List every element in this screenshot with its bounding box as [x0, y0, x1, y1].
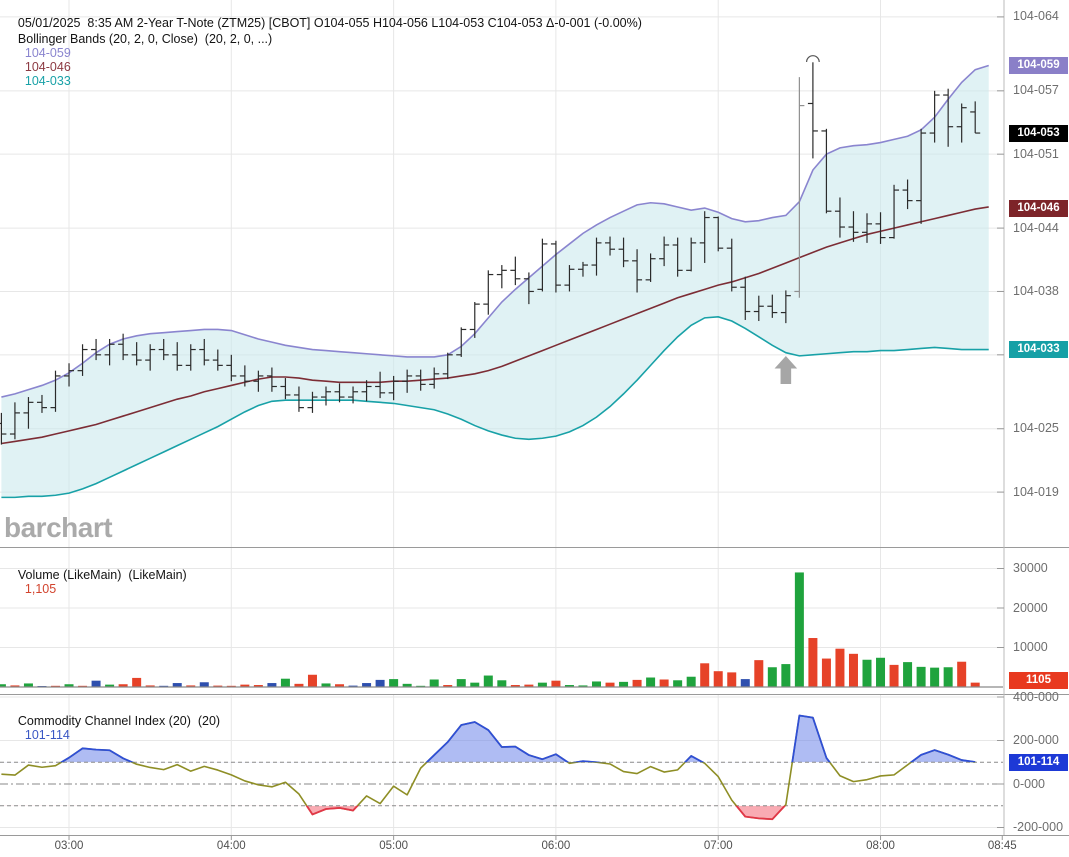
time-axis-label: 07:00: [703, 840, 733, 852]
bollinger-fill: [1, 65, 989, 498]
barchart-watermark: barchart: [4, 512, 113, 543]
time-axis-label: 08:45: [987, 840, 1017, 852]
arc-marker-icon: [806, 55, 820, 63]
badge-lower-band: 104-033: [1009, 341, 1068, 359]
bb-middle-value: 104-046: [24, 60, 71, 74]
cci-axis-label: 400-000: [1013, 689, 1059, 704]
price-axis-label: 104-064: [1013, 9, 1059, 24]
study-header: Bollinger Bands (20, 2, 0, Close) (20, 2…: [4, 18, 272, 102]
price-axis-label: 104-051: [1013, 146, 1059, 161]
time-axis-label: 04:00: [216, 840, 246, 852]
cci-axis-label: 0-000: [1013, 776, 1045, 791]
bb-lower-value: 104-033: [24, 74, 71, 88]
bollinger-lower-line: [1, 315, 989, 499]
cci-header: Commodity Channel Index (20) (20) 101-11…: [4, 700, 220, 756]
annotations: [774, 55, 820, 384]
quote-header: 05/01/2025 8:35 AM 2-Year T-Note (ZTM25)…: [4, 2, 642, 44]
volume-bars: [0, 572, 1003, 688]
cci-label: Commodity Channel Index (20) (20): [17, 714, 221, 728]
volume-axis-label: 10000: [1013, 640, 1048, 654]
price-axis-label: 104-044: [1013, 220, 1059, 235]
badge-last-price: 104-053: [1009, 124, 1068, 142]
cci-axis-label: 200-000: [1013, 733, 1059, 747]
time-axis-label: 05:00: [379, 840, 409, 852]
up-arrow-icon: [774, 356, 798, 384]
bollinger-middle-line: [1, 206, 989, 445]
cci-axis-label: -200-000: [1013, 820, 1064, 834]
price-axis-label: 104-019: [1013, 484, 1059, 499]
study-label: Bollinger Bands (20, 2, 0, Close) (20, 2…: [17, 32, 273, 46]
ohlc-bars: [0, 62, 981, 445]
bollinger-bands: [1, 64, 989, 499]
volume-axis-label: 20000: [1013, 600, 1048, 615]
bb-upper-value: 104-059: [24, 46, 71, 60]
cci-study: [0, 714, 1003, 821]
price-axis-label: 104-038: [1013, 283, 1059, 298]
price-axis-label: 104-025: [1013, 421, 1059, 436]
badge-cci: 101-114: [1009, 753, 1068, 771]
time-axis-label: 03:00: [54, 840, 84, 852]
price-axis-label: 104-057: [1013, 83, 1059, 98]
time-axis-label: 06:00: [541, 840, 571, 852]
bollinger-upper-line: [1, 64, 989, 398]
badge-volume: 1105: [1009, 671, 1068, 689]
badge-upper-band: 104-059: [1009, 56, 1068, 74]
volume-axis-label: 30000: [1013, 561, 1048, 575]
volume-last-value: 1,105: [24, 582, 57, 596]
badge-middle-band: 104-046: [1009, 199, 1068, 217]
volume-header: Volume (LikeMain) (LikeMain) 1,105: [4, 554, 187, 610]
cci-last-value: 101-114: [24, 728, 70, 742]
time-axis-label: 08:00: [866, 840, 895, 852]
quote-header-text: 05/01/2025 8:35 AM 2-Year T-Note (ZTM25)…: [17, 16, 642, 30]
volume-label: Volume (LikeMain) (LikeMain): [17, 568, 187, 582]
cci-overbought-fill: [1, 715, 976, 763]
